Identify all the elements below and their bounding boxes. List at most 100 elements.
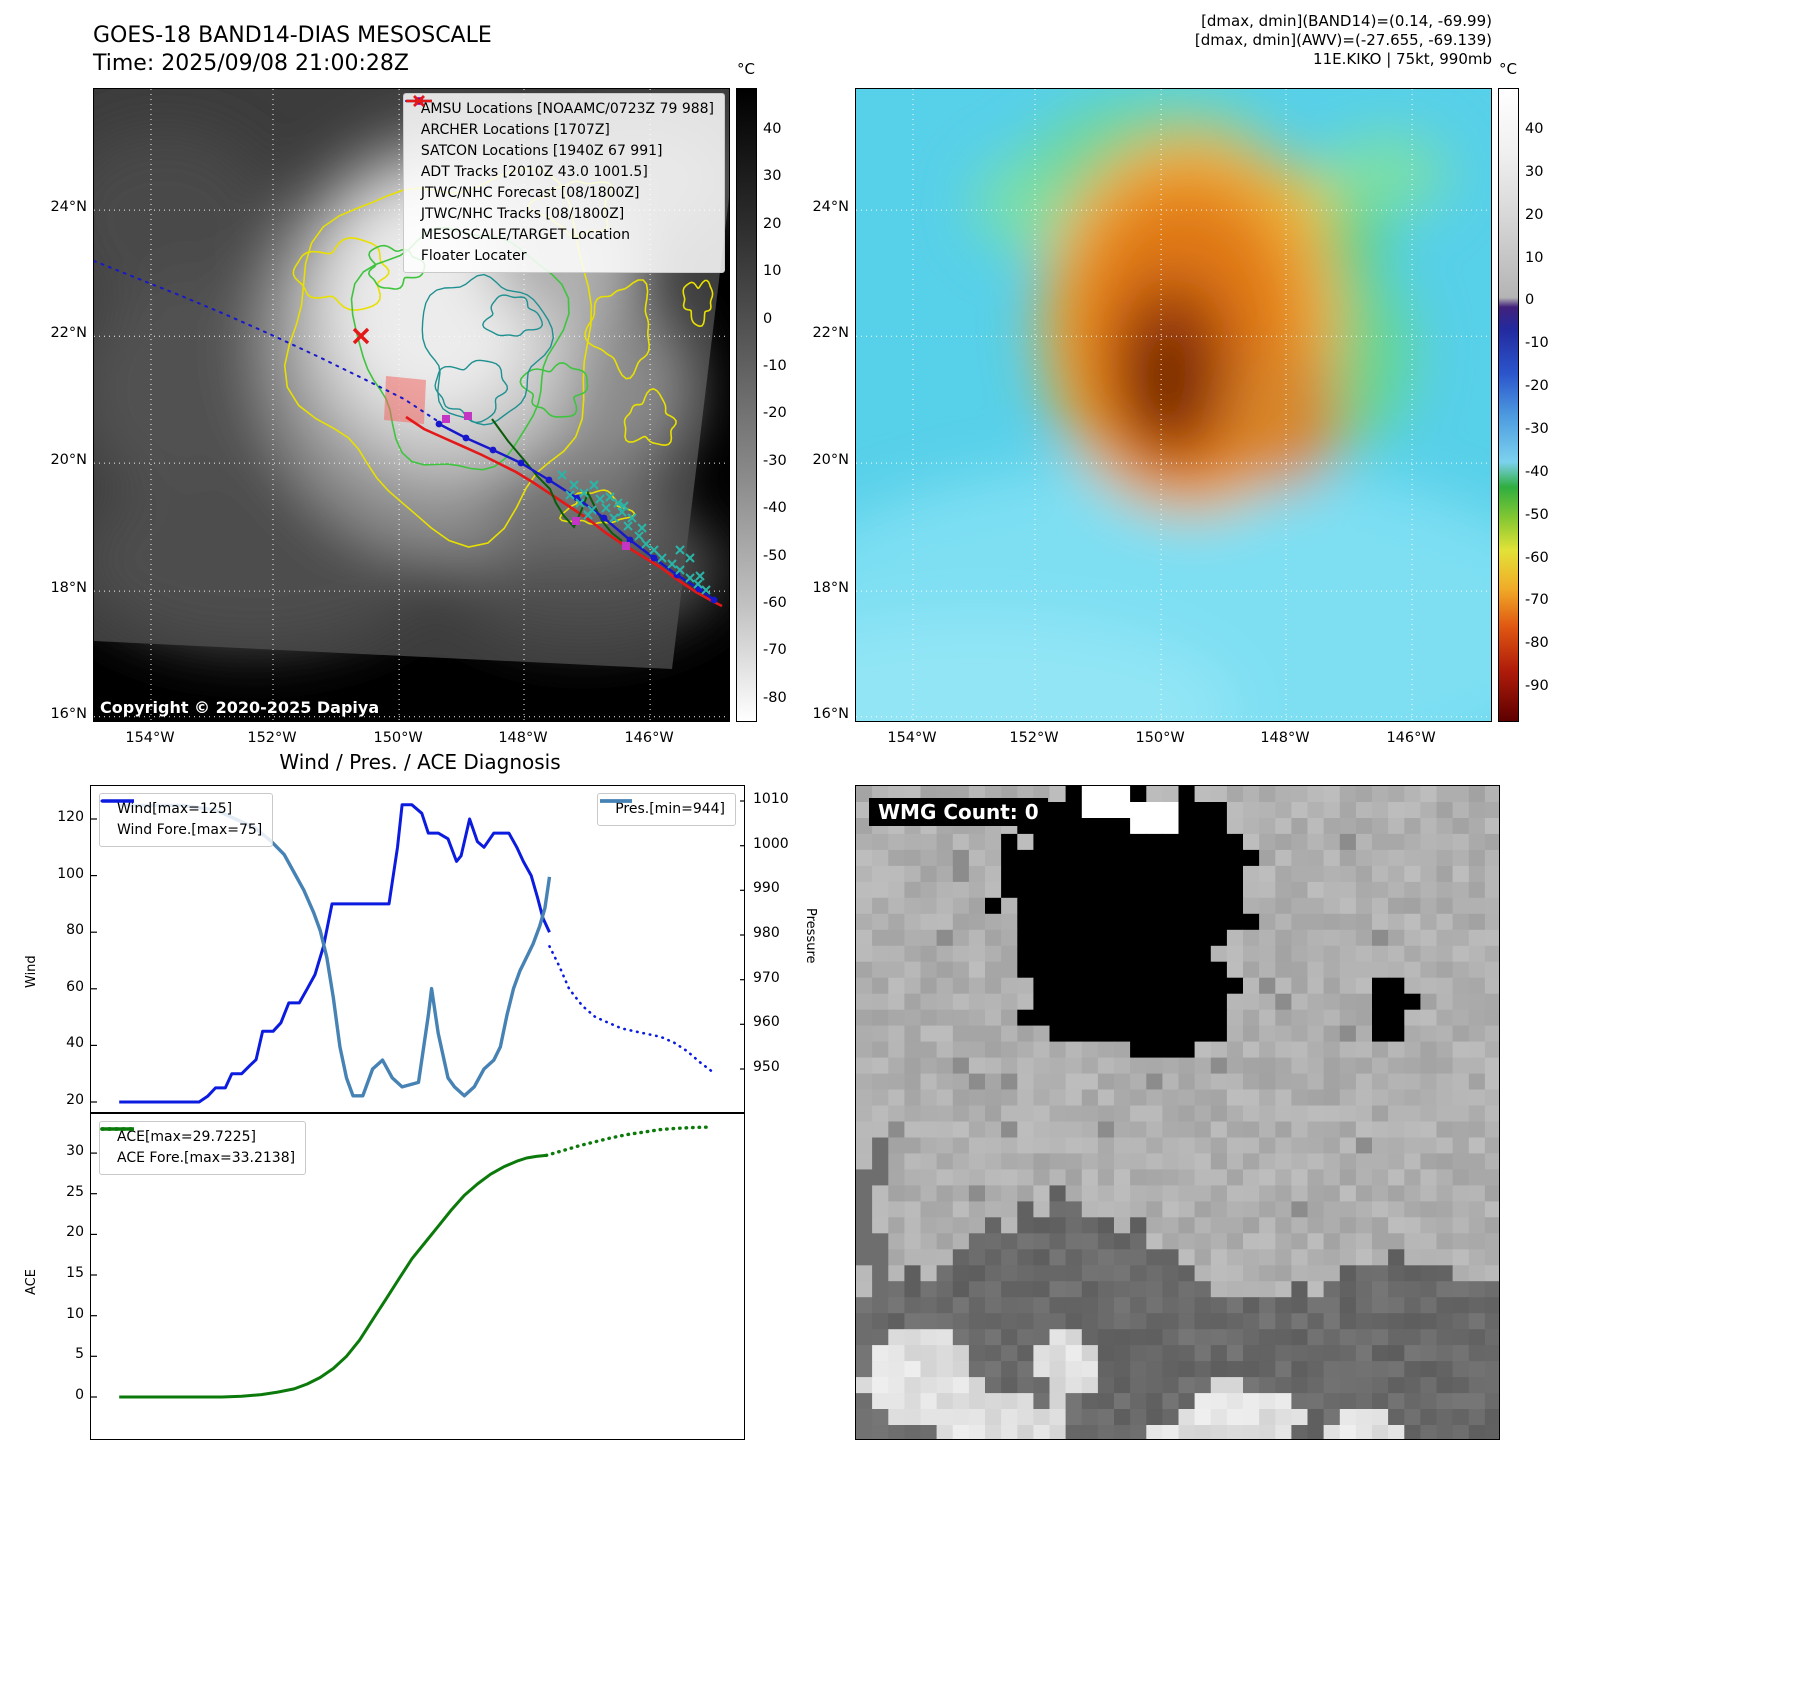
colorbar-tick-label: -50 bbox=[1525, 506, 1549, 523]
wind-tick-label: 40 bbox=[66, 1035, 84, 1052]
ace-axis-label: ACE bbox=[24, 1269, 39, 1295]
awv-map-panel bbox=[855, 88, 1492, 722]
legend-item: ACE Fore.[max=33.2138] bbox=[100, 1127, 296, 1167]
colorbar-tick-label: 0 bbox=[1525, 292, 1535, 309]
ace-legend: ACE[max=29.7225] ACE Fore.[max=33.2138] bbox=[99, 1121, 307, 1175]
map-legend: AMSU Locations [NOAAMC/0723Z 79 988] ARCH… bbox=[402, 93, 725, 273]
legend-item: Floater Locater bbox=[405, 99, 714, 265]
storm-id-text: 11E.KIKO | 75kt, 990mb bbox=[1313, 50, 1492, 68]
legend-label: Pres.[min=944] bbox=[615, 801, 725, 817]
legend-label: ARCHER Locations [1707Z] bbox=[420, 122, 610, 138]
legend-item: ADT Tracks [2010Z 43.0 1001.5] bbox=[405, 99, 714, 181]
wind-tick-label: 60 bbox=[66, 978, 84, 995]
pressure-tick-label: 970 bbox=[753, 969, 780, 986]
awv-satellite-image bbox=[856, 89, 1491, 721]
lat-tick-label: 24°N bbox=[50, 199, 87, 216]
colorbar-tick-label: 40 bbox=[763, 121, 782, 137]
colorbar-tick-label: -40 bbox=[1525, 463, 1549, 480]
colorbar-tick-label: 20 bbox=[1525, 206, 1544, 223]
wind-tick-label: 100 bbox=[57, 865, 84, 882]
legend-item: Wind Fore.[max=75] bbox=[100, 799, 263, 839]
lon-tick-label: 152°W bbox=[247, 730, 297, 746]
pressure-tick-label: 990 bbox=[753, 880, 780, 897]
wind-tick-label: 120 bbox=[57, 809, 84, 825]
colorbar-tick-label: 10 bbox=[763, 263, 782, 280]
lat-tick-label: 18°N bbox=[50, 580, 87, 597]
ace-tick-label: 5 bbox=[75, 1346, 84, 1363]
dmax-awv-text: [dmax, dmin](AWV)=(-27.655, -69.139) bbox=[1194, 31, 1492, 49]
pressure-axis-label: Pressure bbox=[803, 908, 818, 964]
lon-tick-label: 146°W bbox=[624, 730, 674, 746]
lon-tick-label: 154°W bbox=[887, 730, 937, 746]
dmax-band14-text: [dmax, dmin](BAND14)=(0.14, -69.99) bbox=[1201, 12, 1492, 30]
ace-tick-label: 10 bbox=[66, 1305, 84, 1322]
legend-item: AMSU Locations [NOAAMC/0723Z 79 988] bbox=[414, 97, 714, 118]
colorbar-tick-label: 30 bbox=[1525, 163, 1544, 180]
wmg-image bbox=[856, 786, 1499, 1439]
wind-pressure-plot-area bbox=[91, 800, 744, 1104]
ace-tick-label: 0 bbox=[75, 1387, 84, 1403]
lon-tick-label: 152°W bbox=[1009, 730, 1059, 746]
lat-tick-label: 22°N bbox=[50, 325, 87, 342]
lat-tick-label: 22°N bbox=[812, 325, 849, 342]
wind-tick-label: 20 bbox=[66, 1092, 84, 1108]
copyright-text: Copyright © 2020-2025 Dapiya bbox=[100, 698, 380, 717]
colorbar-tick-label: -70 bbox=[763, 642, 787, 659]
wind-axis-label: Wind bbox=[24, 955, 39, 988]
legend-label: Wind Fore.[max=75] bbox=[117, 822, 263, 838]
lat-tick-label: 16°N bbox=[50, 705, 87, 722]
legend-label: Floater Locater bbox=[420, 248, 527, 264]
legend-item: ARCHER Locations [1707Z] bbox=[414, 97, 714, 139]
legend-item: Pres.[min=944] bbox=[600, 799, 725, 818]
colorbar-tick-label: 20 bbox=[763, 215, 782, 232]
colorbar-tick-label: -80 bbox=[763, 689, 787, 706]
ace-tick-label: 30 bbox=[66, 1143, 84, 1160]
colorbar-tick-label: -30 bbox=[1525, 420, 1549, 437]
wind-tick-label: 80 bbox=[66, 922, 84, 939]
pressure-legend: Pres.[min=944] bbox=[597, 793, 736, 826]
ace-tick-label: 25 bbox=[66, 1183, 84, 1200]
legend-label: JTWC/NHC Forecast [08/1800Z] bbox=[420, 185, 640, 201]
legend-item: JTWC/NHC Forecast [08/1800Z] bbox=[404, 100, 714, 202]
ace-tick-label: 15 bbox=[66, 1265, 84, 1282]
awv-colorbar bbox=[1498, 88, 1519, 722]
lon-tick-label: 146°W bbox=[1386, 730, 1436, 746]
lat-tick-label: 20°N bbox=[50, 452, 87, 469]
wind-legend: Wind[max=125] Wind Fore.[max=75] bbox=[99, 793, 274, 847]
colorbar-tick-label: 30 bbox=[763, 168, 782, 185]
goes-map-panel: AMSU Locations [NOAAMC/0723Z 79 988] ARCH… bbox=[93, 88, 730, 722]
pressure-tick-label: 980 bbox=[753, 924, 780, 941]
colorbar-tick-label: -30 bbox=[763, 452, 787, 469]
legend-item: MESOSCALE/TARGET Location bbox=[412, 95, 714, 244]
colorbar-tick-label: -60 bbox=[1525, 549, 1549, 566]
lon-tick-label: 150°W bbox=[1135, 730, 1185, 746]
awv-colorbar-unit: °C bbox=[1499, 60, 1517, 78]
lon-tick-label: 148°W bbox=[1260, 730, 1310, 746]
legend-label: JTWC/NHC Tracks [08/1800Z] bbox=[420, 206, 625, 222]
colorbar-tick-label: 0 bbox=[763, 310, 773, 327]
goes-colorbar bbox=[736, 88, 757, 722]
colorbar-tick-label: -60 bbox=[763, 595, 787, 611]
storm-tracks-overlay bbox=[94, 260, 723, 608]
ace-tick-label: 20 bbox=[66, 1224, 84, 1241]
diagnosis-title: Wind / Pres. / ACE Diagnosis bbox=[279, 750, 561, 774]
lat-tick-label: 24°N bbox=[812, 199, 849, 216]
ace-plot-area bbox=[91, 1125, 713, 1399]
lat-tick-label: 16°N bbox=[812, 705, 849, 722]
colorbar-tick-label: -70 bbox=[1525, 592, 1549, 609]
colorbar-tick-label: -20 bbox=[763, 405, 787, 422]
legend-label: MESOSCALE/TARGET Location bbox=[420, 227, 630, 243]
pressure-tick-label: 950 bbox=[753, 1059, 780, 1075]
colorbar-tick-label: -50 bbox=[763, 547, 787, 564]
pressure-tick-label: 1010 bbox=[753, 790, 789, 807]
legend-item: SATCON Locations [1940Z 67 991] bbox=[414, 96, 714, 160]
colorbar-tick-label: -80 bbox=[1525, 635, 1549, 652]
goes-title-block: GOES-18 BAND14-DIAS MESOSCALE Time: 2025… bbox=[93, 22, 492, 78]
lat-tick-label: 20°N bbox=[812, 452, 849, 469]
colorbar-tick-label: 40 bbox=[1525, 121, 1544, 137]
lon-tick-label: 150°W bbox=[373, 730, 423, 746]
colorbar-tick-label: -20 bbox=[1525, 378, 1549, 395]
goes-colorbar-unit: °C bbox=[737, 60, 755, 78]
legend-label: Wind[max=125] bbox=[117, 801, 233, 817]
legend-label: ACE Fore.[max=33.2138] bbox=[117, 1150, 296, 1166]
